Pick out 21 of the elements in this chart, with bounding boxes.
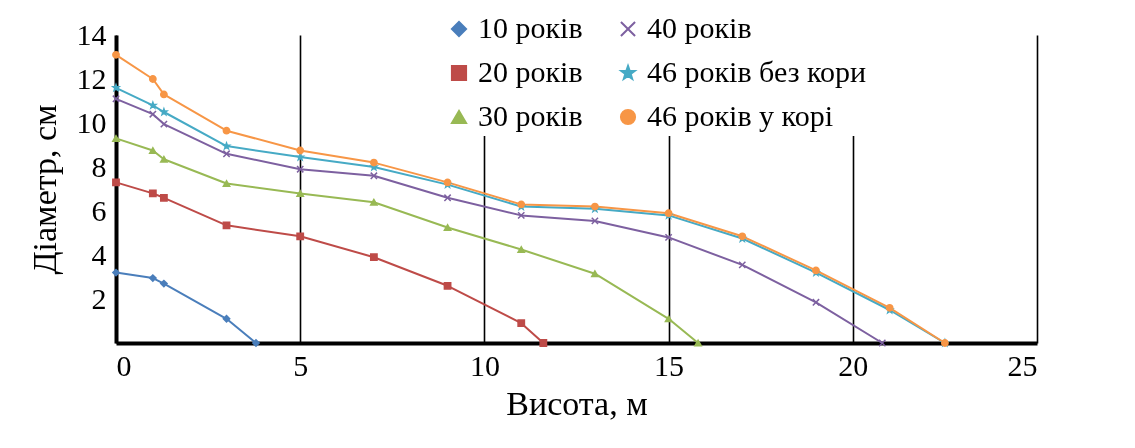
y-tick-label: 12 [76, 61, 107, 95]
x-tick-label: 0 [116, 348, 132, 382]
x-tick-label: 15 [654, 348, 685, 382]
y-tick-label: 4 [91, 237, 107, 271]
y-tick-label: 14 [76, 17, 107, 51]
y-tick-label: 8 [91, 149, 107, 183]
legend-label: 30 років [478, 99, 583, 132]
legend-label: 40 років [647, 11, 752, 44]
y-tick-label: 6 [91, 193, 107, 227]
x-tick-label: 10 [469, 348, 500, 382]
x-tick-label: 5 [293, 348, 309, 382]
y-tick-label: 10 [76, 105, 107, 139]
legend-label: 46 років у корі [647, 99, 833, 132]
y-axis-title: Діаметр, см [25, 104, 63, 275]
legend-label: 46 років без кори [647, 55, 867, 88]
legend-label: 20 років [478, 55, 583, 88]
y-tick-label: 2 [91, 281, 107, 315]
x-tick-label: 20 [838, 348, 869, 382]
x-axis-title: Висота, м [506, 384, 648, 422]
x-tick-label: 25 [1007, 348, 1038, 382]
legend-label: 10 років [478, 11, 583, 44]
